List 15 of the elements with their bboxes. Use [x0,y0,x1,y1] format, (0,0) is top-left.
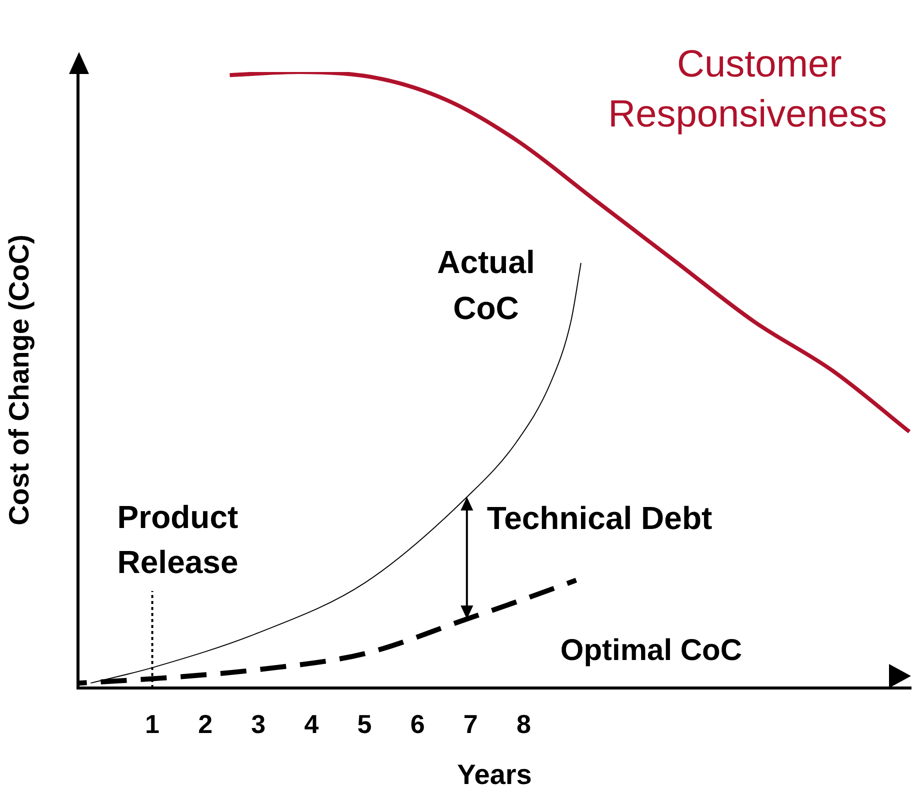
series-label: Optimal CoC [560,634,742,668]
x-tick-label: 8 [516,708,531,739]
y-axis-title: Cost of Change (CoC) [4,234,35,526]
x-tick-label: 7 [463,708,478,739]
x-tick-label: 6 [410,708,425,739]
x-tick-label: 1 [145,708,160,739]
x-tick-label: 2 [198,708,213,739]
annotation: Technical Debt [486,500,712,536]
x-tick-label: 5 [357,708,372,739]
x-tick-label: 3 [251,708,266,739]
series-label: Customer Responsiveness [608,44,888,136]
x-tick-label: 4 [304,708,320,739]
x-axis-title: Years [457,758,532,790]
ref-line-label: Product Release [117,499,239,580]
series-label: Actual CoC [437,244,535,326]
